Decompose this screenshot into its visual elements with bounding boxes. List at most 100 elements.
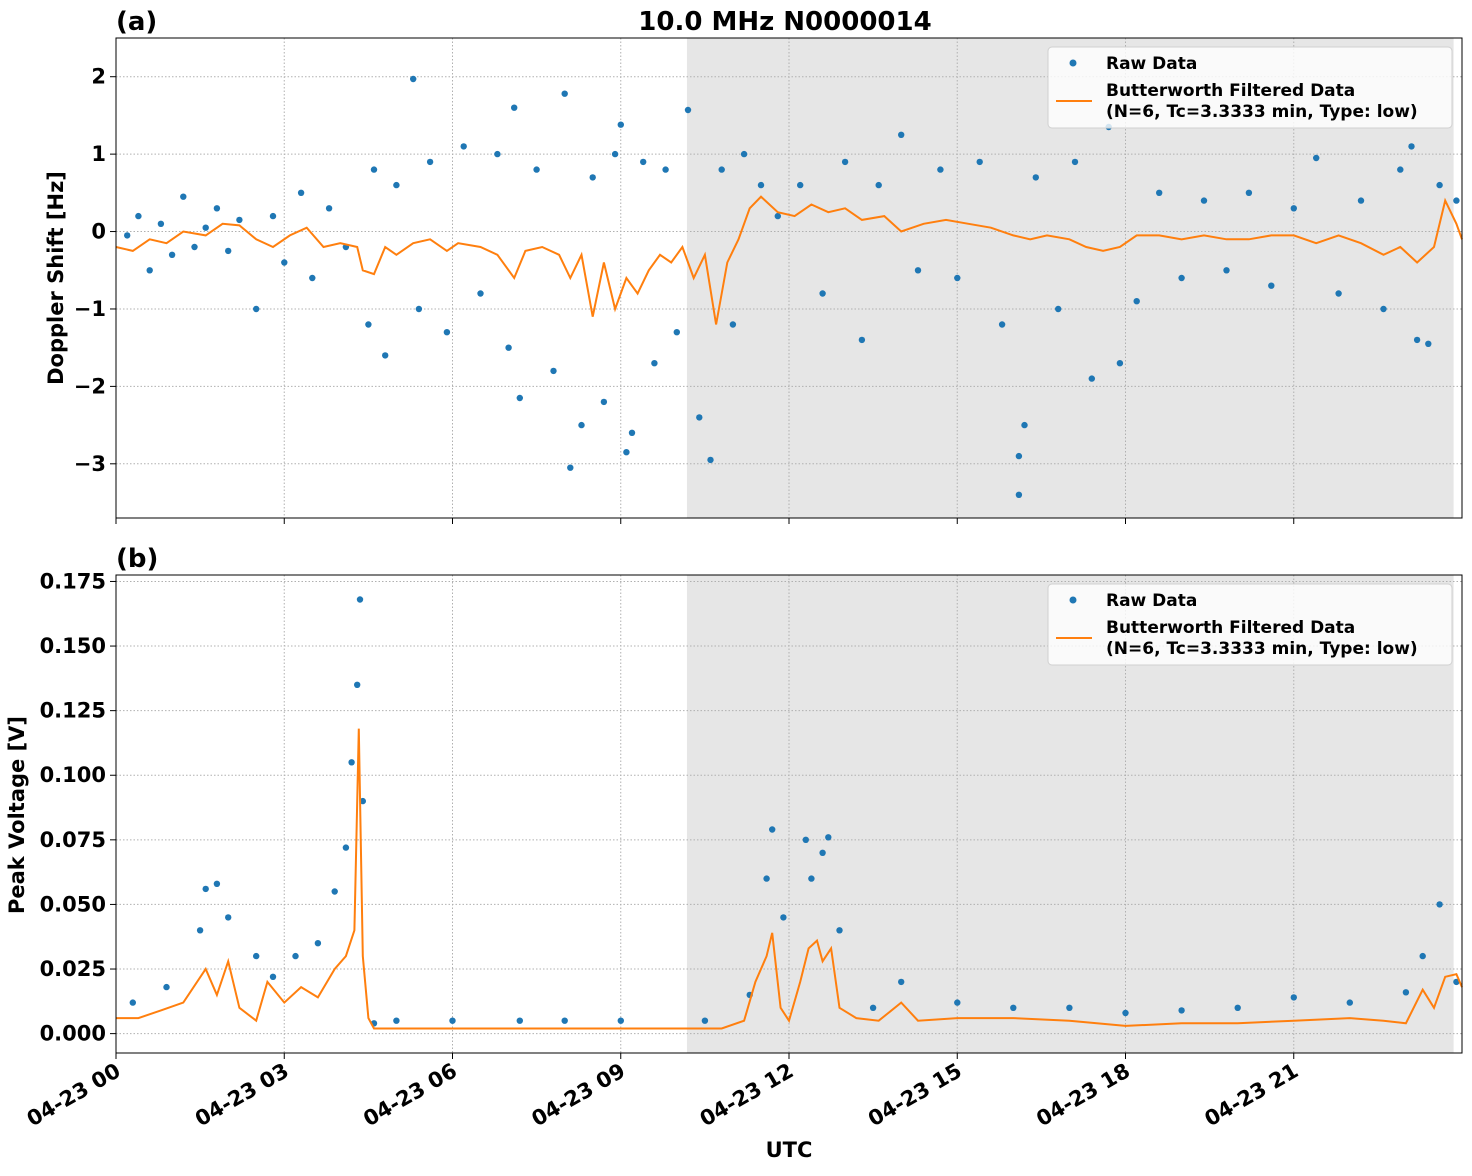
raw-data-point-b: [354, 681, 361, 688]
raw-data-point-b: [701, 1017, 709, 1024]
raw-data-point-a: [1413, 336, 1421, 344]
raw-data-point-a: [365, 321, 372, 328]
raw-data-point-a: [757, 181, 765, 189]
x-tick-label: 04-23 00: [23, 1059, 125, 1132]
raw-data-point-a: [1335, 290, 1342, 297]
raw-data-point-a: [875, 181, 882, 189]
raw-data-point-b: [769, 826, 776, 833]
raw-data-point-a: [1313, 154, 1320, 162]
raw-data-point-a: [213, 205, 221, 212]
x-tick-label: 04-23 21: [1200, 1059, 1302, 1132]
legend-box-a: [1047, 46, 1453, 129]
raw-data-point-b: [269, 973, 277, 980]
raw-data-point-a: [1021, 421, 1028, 429]
panel-a: 2 1 0 −1 −2 −3 (a) Doppler Shift [Hz] Raw Dat…: [44, 7, 1463, 524]
raw-data-point-b: [617, 1017, 624, 1024]
legend-filtered-label-a: Butterworth Filtered Data: [1106, 81, 1355, 101]
raw-data-point-a: [774, 212, 781, 220]
raw-data-point-a: [236, 216, 243, 224]
raw-data-point-a: [1397, 166, 1404, 173]
legend-marker-raw-b: [1069, 596, 1077, 604]
raw-data-point-a: [561, 90, 568, 97]
raw-data-point-a: [937, 166, 944, 173]
raw-data-point-b: [356, 596, 364, 603]
raw-data-point-a: [533, 166, 540, 173]
plot-area-a: [115, 75, 1463, 498]
raw-data-point-a: [146, 267, 153, 274]
raw-data-point-b: [561, 1017, 568, 1024]
y-tick-label: 0.000: [40, 1022, 106, 1046]
x-tick-label: 04-23 03: [191, 1059, 293, 1132]
x-tick-label: 04-23 15: [864, 1059, 966, 1132]
filtered-line-b: [116, 728, 1463, 1030]
raw-data-point-a: [253, 305, 260, 313]
raw-data-point-b: [202, 885, 209, 893]
raw-data-point-a: [1380, 305, 1387, 313]
legend-filtered-label-b: Butterworth Filtered Data: [1106, 618, 1355, 638]
raw-data-point-a: [382, 352, 389, 359]
raw-data-point-a: [426, 158, 434, 166]
raw-data-point-b: [1290, 994, 1298, 1001]
x-axis-label: UTC: [766, 1138, 813, 1162]
y-tick-label: 0.175: [40, 569, 106, 593]
raw-data-point-a: [841, 158, 849, 166]
legend-filtered-params-a: (N=6, Tc=3.3333 min, Type: low): [1106, 102, 1418, 122]
figure-title: 10.0 MHz N0000014: [638, 7, 931, 37]
y-tick-label: 0.150: [40, 634, 106, 658]
raw-data-point-a: [1290, 205, 1298, 212]
raw-data-point-a: [617, 121, 624, 128]
raw-data-point-a: [662, 166, 669, 173]
y-tick-label: 0.050: [40, 892, 106, 916]
raw-data-point-b: [763, 875, 770, 882]
raw-data-point-a: [1436, 181, 1443, 189]
x-tick-label: 04-23 06: [359, 1059, 461, 1132]
raw-data-point-b: [1122, 1009, 1129, 1017]
y-tick-label: 0.100: [40, 763, 106, 787]
raw-data-point-a: [1245, 189, 1253, 196]
raw-data-point-b: [331, 888, 338, 895]
raw-data-point-a: [1223, 267, 1230, 274]
raw-data-point-a: [1425, 340, 1432, 347]
raw-data-point-a: [1408, 143, 1415, 150]
raw-data-point-a: [505, 344, 512, 351]
raw-data-point-a: [297, 189, 305, 196]
raw-data-point-a: [393, 181, 400, 189]
raw-data-point-a: [797, 181, 804, 189]
raw-data-point-a: [202, 224, 209, 231]
raw-data-point-b: [359, 797, 366, 805]
raw-data-point-a: [325, 205, 333, 212]
panel-b: 0.175 0.150 0.125 0.100 0.075 0.050 0.025 0.000…: [5, 544, 1463, 1132]
raw-data-point-a: [1071, 158, 1079, 166]
raw-data-point-b: [292, 952, 299, 960]
grid-a: [115, 38, 1462, 518]
raw-data-point-a: [225, 247, 232, 255]
legend-b: Raw Data Butterworth Filtered Data (N=6,…: [1047, 583, 1453, 666]
y-tick-label: −3: [74, 452, 106, 476]
raw-data-point-a: [180, 193, 187, 200]
raw-data-point-b: [869, 1004, 877, 1011]
raw-data-point-a: [1015, 452, 1023, 460]
raw-data-point-a: [684, 106, 692, 114]
raw-data-point-a: [707, 456, 714, 464]
raw-data-point-a: [914, 267, 922, 274]
raw-data-point-a: [269, 212, 277, 220]
y-tick-label: 2: [91, 65, 106, 89]
legend-raw-label-b: Raw Data: [1106, 591, 1197, 611]
raw-data-point-a: [729, 321, 737, 328]
y-tick-label: −2: [74, 374, 106, 398]
panel-label-b: (b): [116, 544, 158, 574]
y-tick-label: 1: [91, 142, 106, 166]
raw-data-point-b: [898, 978, 905, 986]
raw-data-point-b: [808, 875, 815, 882]
raw-data-point-b: [1436, 901, 1443, 908]
y-axis-label-a: Doppler Shift [Hz]: [44, 171, 68, 385]
raw-data-point-a: [976, 158, 983, 166]
raw-data-point-a: [511, 104, 518, 111]
raw-data-point-a: [623, 449, 630, 456]
raw-data-point-b: [836, 927, 843, 934]
raw-data-point-a: [1055, 305, 1062, 313]
raw-data-point-b: [213, 880, 221, 887]
y-tick-label: 0: [91, 220, 106, 244]
raw-data-point-a: [135, 212, 142, 220]
